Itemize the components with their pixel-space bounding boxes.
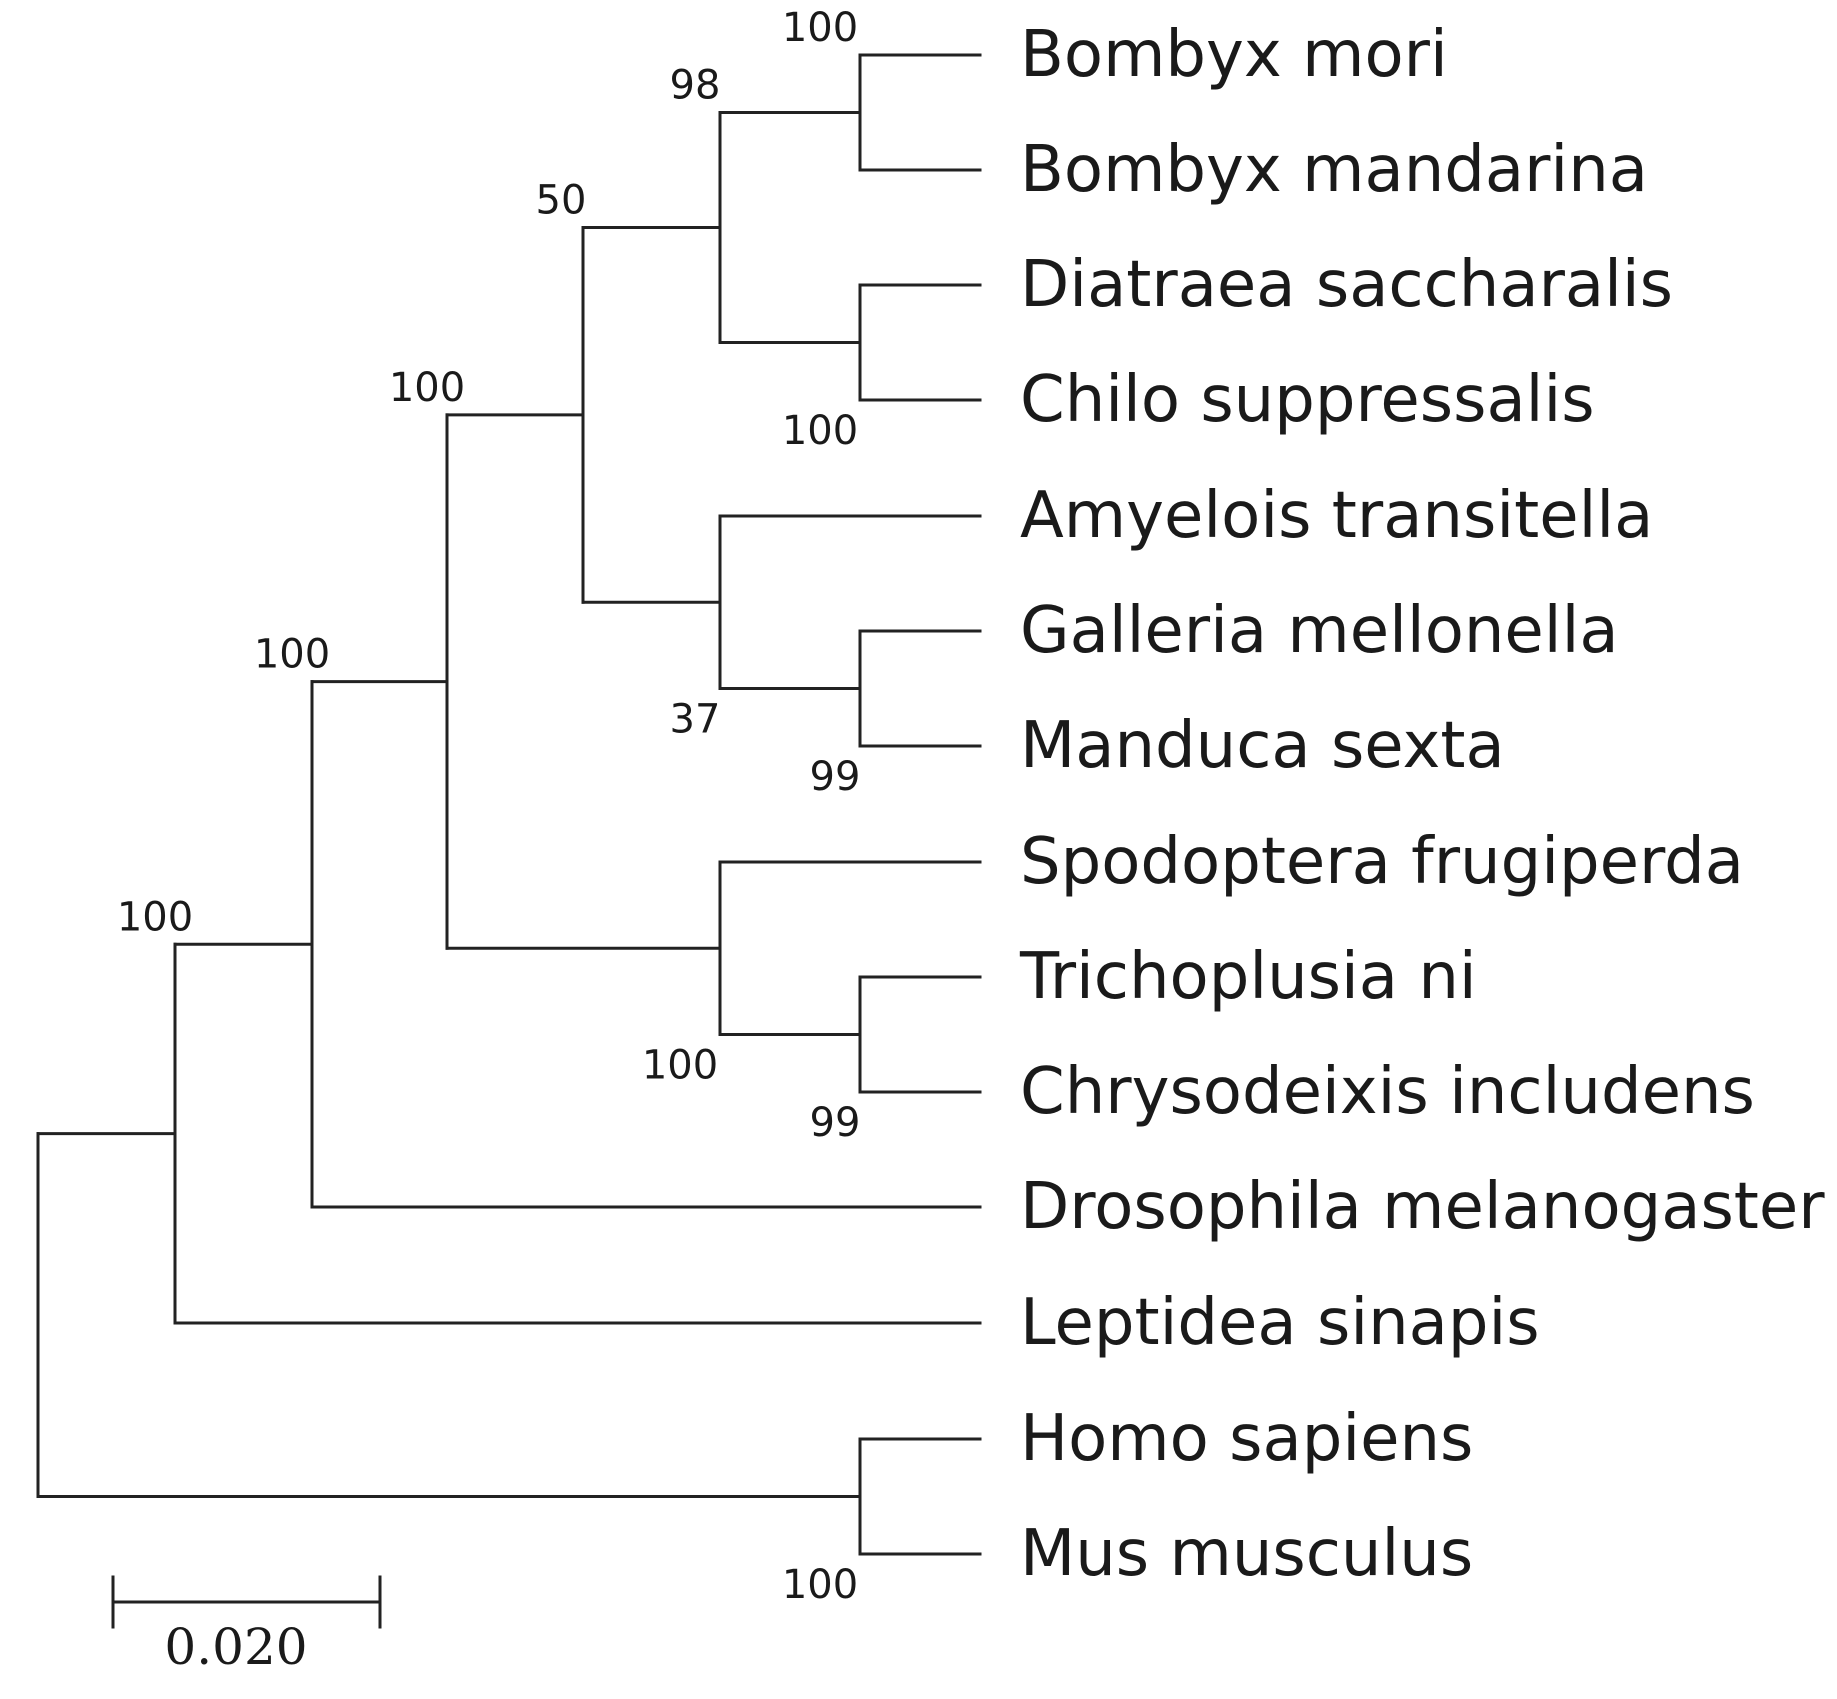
taxon-label-galleria-mellonella: Galleria mellonella xyxy=(1020,594,1619,668)
support-value-pyraloid-bombycoid: 50 xyxy=(536,178,587,224)
support-value-mammals: 100 xyxy=(782,1562,858,1608)
taxon-label-chrysodeixis-includens: Chrysodeixis includens xyxy=(1020,1055,1755,1129)
support-value-gal-man: 99 xyxy=(810,754,861,800)
scale-bar-label: 0.020 xyxy=(164,1618,307,1676)
taxon-label-bombyx-mandarina: Bombyx mandarina xyxy=(1020,133,1648,207)
taxon-label-spodoptera-frugiperda: Spodoptera frugiperda xyxy=(1020,825,1744,899)
support-value-amy-gal-man: 37 xyxy=(670,697,721,743)
taxon-label-amyelois-transitella: Amyelois transitella xyxy=(1020,479,1653,553)
support-value-noctuid: 100 xyxy=(642,1043,718,1089)
support-value-plusiinae: 99 xyxy=(810,1100,861,1146)
support-value-lep-dros: 100 xyxy=(254,632,330,678)
scale-bar: 0.020 xyxy=(111,1575,382,1676)
taxon-label-chilo-suppressalis: Chilo suppressalis xyxy=(1020,363,1595,437)
taxon-label-leptidea-sinapis: Leptidea sinapis xyxy=(1020,1286,1540,1360)
taxon-label-diatraea-saccharalis: Diatraea saccharalis xyxy=(1020,248,1673,322)
support-value-lep-core: 100 xyxy=(389,365,465,411)
bootstrap-support-labels: 100 100 98 99 37 50 99 100 100 100 100 100 xyxy=(117,5,861,1608)
support-value-bombyx: 100 xyxy=(782,5,858,51)
taxon-label-drosophila-melanogaster: Drosophila melanogaster xyxy=(1020,1170,1825,1244)
taxon-label-manduca-sexta: Manduca sexta xyxy=(1020,709,1505,783)
taxon-label-trichoplusia-ni: Trichoplusia ni xyxy=(1019,940,1477,1014)
support-value-ingroup: 100 xyxy=(117,894,193,940)
taxon-label-bombyx-mori: Bombyx mori xyxy=(1020,18,1448,92)
taxon-label-homo-sapiens: Homo sapiens xyxy=(1020,1402,1473,1476)
support-value-bomb-crambid: 98 xyxy=(670,63,721,109)
tree-branches xyxy=(36,53,982,1556)
taxon-labels: Bombyx mori Bombyx mandarina Diatraea sacc… xyxy=(1019,18,1825,1591)
taxon-label-mus-musculus: Mus musculus xyxy=(1020,1517,1473,1591)
support-value-crambid: 100 xyxy=(782,408,858,454)
